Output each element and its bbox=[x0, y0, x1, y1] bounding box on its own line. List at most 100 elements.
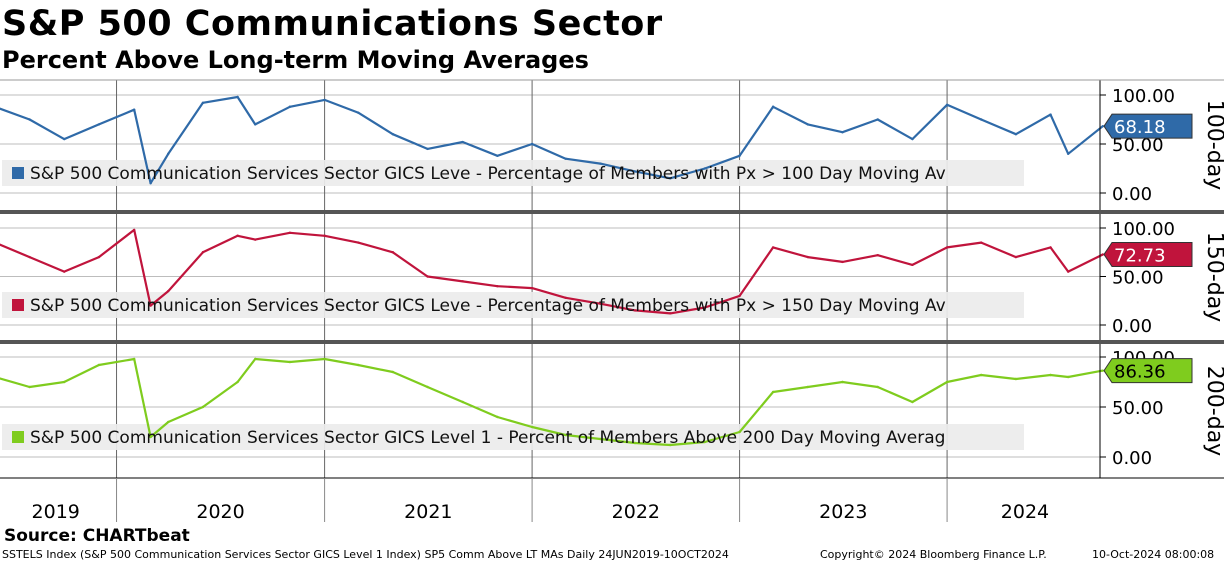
data-point bbox=[496, 285, 499, 288]
data-point bbox=[201, 405, 205, 409]
data-point bbox=[771, 105, 775, 108]
footer-copyright: Copyright© 2024 Bloomberg Finance L.P. bbox=[820, 548, 1047, 561]
legend-box bbox=[2, 292, 1024, 318]
data-point bbox=[1066, 270, 1070, 273]
data-point bbox=[1101, 369, 1105, 372]
data-point bbox=[28, 255, 31, 259]
last-value-tag bbox=[1103, 113, 1193, 139]
data-point bbox=[669, 443, 672, 447]
data-point bbox=[1066, 375, 1070, 379]
data-point bbox=[288, 231, 292, 235]
data-point bbox=[391, 370, 395, 374]
data-point bbox=[564, 433, 567, 437]
last-value-tag bbox=[1103, 241, 1193, 267]
y-tick-label: 50.00 bbox=[1112, 135, 1164, 156]
data-point bbox=[841, 380, 844, 384]
x-tick-label: 2020 bbox=[196, 501, 244, 523]
data-point bbox=[63, 137, 66, 141]
data-point bbox=[1066, 152, 1070, 155]
data-point bbox=[876, 253, 879, 257]
data-point bbox=[979, 373, 983, 377]
x-tick-label: 2019 bbox=[32, 501, 80, 523]
data-point bbox=[564, 157, 567, 160]
legend-swatch bbox=[12, 299, 24, 311]
data-point bbox=[426, 147, 429, 151]
data-point bbox=[167, 289, 170, 293]
data-point bbox=[167, 420, 170, 424]
data-point bbox=[236, 380, 239, 384]
data-point bbox=[356, 241, 360, 244]
data-point bbox=[806, 385, 810, 389]
panel-separator bbox=[0, 340, 1224, 344]
source-label: Source: CHARTbeat bbox=[4, 526, 190, 546]
data-point bbox=[1014, 255, 1018, 259]
data-point bbox=[1049, 373, 1052, 377]
data-point bbox=[669, 312, 672, 315]
data-point bbox=[703, 167, 707, 170]
data-point bbox=[132, 108, 136, 111]
data-point bbox=[391, 251, 395, 254]
data-point bbox=[426, 385, 429, 389]
data-point bbox=[806, 123, 810, 126]
data-point bbox=[530, 286, 534, 290]
data-point bbox=[633, 170, 637, 173]
data-point bbox=[599, 437, 602, 441]
data-point bbox=[28, 118, 31, 121]
data-point bbox=[132, 357, 136, 361]
panel-label: 150-day bbox=[1202, 232, 1224, 322]
data-point bbox=[132, 228, 136, 232]
last-value-tag bbox=[1103, 358, 1193, 384]
footer-timestamp: 10-Oct-2024 08:00:08 bbox=[1092, 548, 1215, 561]
data-point bbox=[167, 152, 170, 155]
x-tick-label: 2022 bbox=[612, 501, 660, 523]
data-point bbox=[63, 380, 66, 384]
legend-label: S&P 500 Communication Services Sector GI… bbox=[30, 164, 946, 184]
data-point bbox=[149, 182, 152, 185]
data-point bbox=[911, 137, 914, 141]
data-point bbox=[771, 390, 775, 394]
data-point bbox=[149, 435, 152, 439]
data-point bbox=[254, 238, 257, 241]
data-point bbox=[97, 255, 101, 259]
y-tick-label: 0.00 bbox=[1112, 184, 1152, 205]
data-point bbox=[323, 357, 326, 361]
data-point bbox=[323, 234, 326, 237]
data-point bbox=[703, 306, 707, 309]
x-tick-label: 2021 bbox=[404, 501, 452, 523]
y-tick-label: 50.00 bbox=[1112, 398, 1164, 419]
legend-box bbox=[2, 160, 1024, 186]
legend-box bbox=[2, 424, 1024, 450]
data-point bbox=[703, 440, 707, 444]
y-tick-label: 100.00 bbox=[1112, 86, 1175, 107]
data-point bbox=[323, 98, 326, 102]
footer-index-info: SSTELS Index (S&P 500 Communication Serv… bbox=[2, 548, 729, 561]
data-point bbox=[356, 111, 360, 114]
data-point bbox=[911, 263, 914, 267]
data-point bbox=[945, 103, 949, 107]
data-point bbox=[771, 246, 775, 249]
data-point bbox=[496, 154, 499, 157]
data-point bbox=[599, 162, 602, 165]
legend-label: S&P 500 Communication Services Sector GI… bbox=[30, 296, 946, 316]
data-point bbox=[496, 415, 499, 419]
data-point bbox=[599, 302, 602, 305]
data-point bbox=[97, 123, 101, 126]
data-point bbox=[876, 385, 879, 389]
data-point bbox=[1014, 377, 1018, 381]
data-point bbox=[1049, 246, 1052, 249]
data-point bbox=[236, 234, 239, 237]
data-point bbox=[979, 241, 983, 244]
legend-label: S&P 500 Communication Services Sector GI… bbox=[30, 428, 945, 448]
data-point bbox=[149, 304, 152, 307]
data-point bbox=[1101, 253, 1105, 256]
last-value-label: 72.73 bbox=[1114, 245, 1166, 266]
data-point bbox=[841, 131, 844, 134]
data-point bbox=[97, 363, 101, 367]
data-point bbox=[530, 142, 534, 146]
data-point bbox=[288, 105, 292, 108]
data-point bbox=[738, 294, 741, 298]
panel-label: 200-day bbox=[1202, 366, 1224, 456]
data-point bbox=[806, 255, 810, 259]
data-point bbox=[530, 425, 534, 429]
